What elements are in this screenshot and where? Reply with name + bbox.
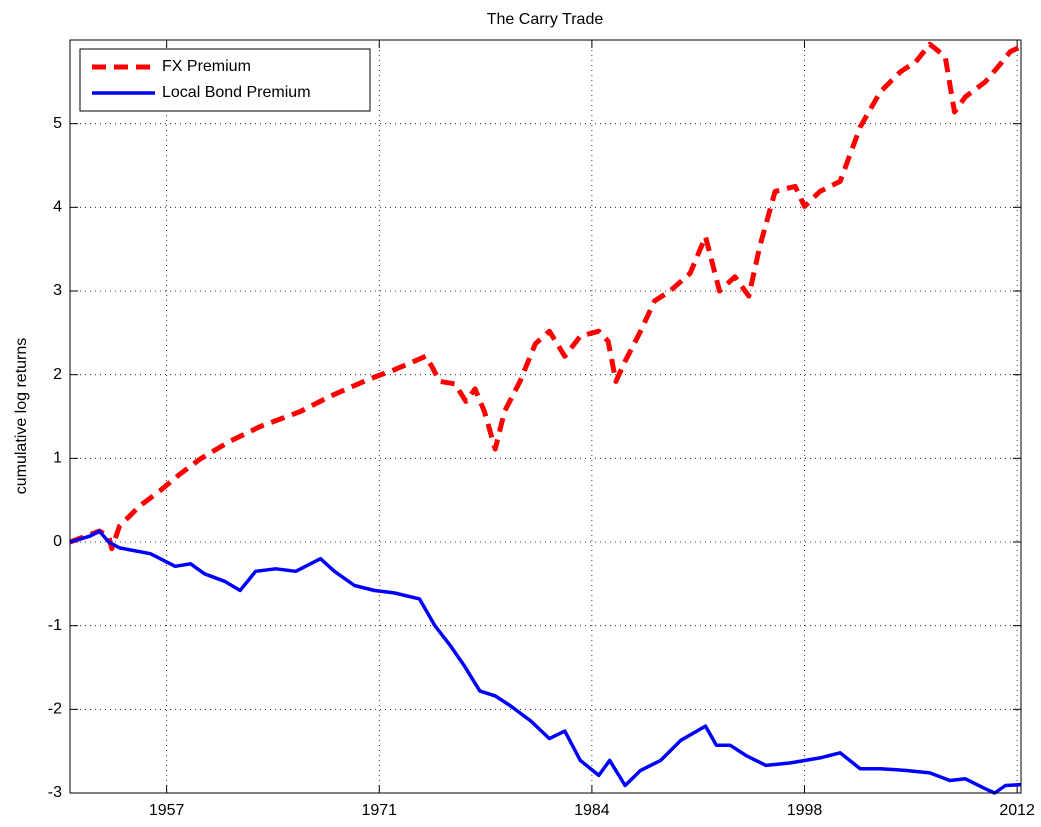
legend-box: [79, 48, 371, 112]
legend-label: FX Premium: [162, 58, 251, 75]
plot-area: [70, 40, 1021, 793]
legend-label: Local Bond Premium: [162, 84, 311, 101]
y-tick-label: -3: [48, 784, 62, 801]
y-tick-label: -2: [48, 701, 62, 718]
y-tick-label: 4: [53, 199, 62, 216]
y-axis-label: cumulative log returns: [13, 338, 30, 495]
x-tick-label: 1957: [149, 802, 185, 819]
y-tick-label: 3: [53, 282, 62, 299]
x-tick-label: 2012: [999, 802, 1035, 819]
y-tick-label: -1: [48, 617, 62, 634]
series-line: [69, 41, 1023, 552]
y-tick-label: 0: [53, 533, 62, 550]
x-tick-label: 1971: [361, 802, 397, 819]
chart-title: The Carry Trade: [487, 11, 604, 28]
x-tick-label: 1998: [787, 802, 823, 819]
y-tick-label: 1: [53, 450, 62, 467]
y-tick-label: 2: [53, 366, 62, 383]
x-tick-label: 1984: [574, 802, 610, 819]
y-tick-label: 5: [53, 115, 62, 132]
axes-box: [69, 39, 1022, 794]
series-line: [69, 529, 1022, 795]
